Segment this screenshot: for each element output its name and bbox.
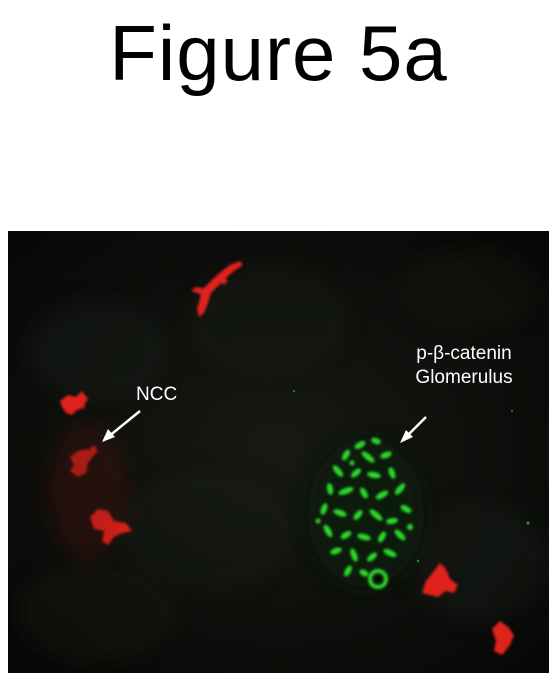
tissue-background-texture [18,251,548,661]
fluorescence-micrograph: NCC p-β-catenin Glomerulus [8,231,549,673]
ncc-label: NCC [136,384,178,405]
glomerulus-stain [308,437,424,589]
figure-title: Figure 5a [109,9,448,97]
ncc-haze [48,421,128,561]
glomerulus-arrow [400,416,427,443]
green-specks [293,390,530,563]
ncc-cluster-bottom-center [422,563,458,597]
ncc-cluster-bottom-right [492,621,514,655]
ncc-cluster-left-upper [60,391,88,415]
glomerulus-label: p-β-catenin Glomerulus [388,342,540,390]
ncc-cluster-top [191,261,243,317]
ncc-arrow [102,410,141,442]
p-beta-catenin-label: p-β-catenin [416,343,512,364]
glomerulus-text-label: Glomerulus [415,367,513,388]
micrograph-image [8,231,549,673]
